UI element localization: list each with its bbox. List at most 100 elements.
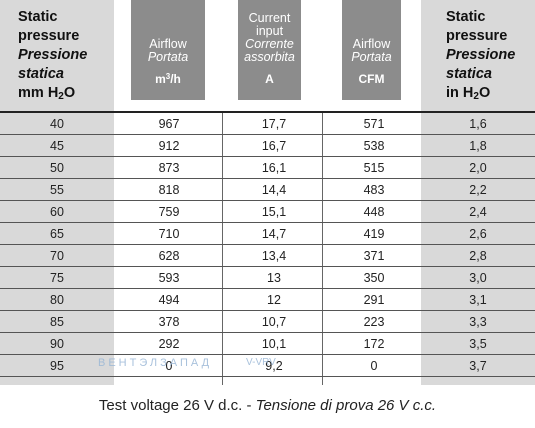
header-text-italic: assorbita bbox=[244, 50, 295, 64]
header-text-italic: statica bbox=[446, 66, 492, 82]
cell-static-pressure-mm: 95 bbox=[50, 359, 64, 373]
header-text: Airflow bbox=[149, 37, 187, 51]
cell-airflow-m3h: 0 bbox=[165, 359, 173, 373]
cell-static-pressure-mm: 90 bbox=[50, 337, 64, 351]
cell-current: 12 bbox=[267, 293, 281, 307]
header-text-italic: statica bbox=[18, 66, 64, 82]
cell-current: 15,1 bbox=[261, 205, 287, 219]
cell-static-pressure-mm: 40 bbox=[50, 117, 64, 131]
table-top-rule bbox=[0, 111, 535, 113]
cell-airflow-cfm: 515 bbox=[363, 161, 385, 175]
cell-static-pressure-mm: 70 bbox=[50, 249, 64, 263]
header-text: Airflow bbox=[352, 37, 391, 51]
header-unit: CFM bbox=[358, 72, 385, 86]
cell-airflow-m3h: 593 bbox=[158, 271, 180, 285]
header-static-pressure-mm: Static pressure Pressione statica mm H2O bbox=[18, 8, 114, 103]
table-row: 50 873 16,1 515 2,0 bbox=[0, 157, 535, 179]
table-row: 55 818 14,4 483 2,2 bbox=[0, 179, 535, 201]
header-unit: mm H2O bbox=[18, 85, 76, 102]
cell-airflow-m3h: 494 bbox=[158, 293, 180, 307]
cell-airflow-m3h: 818 bbox=[158, 183, 180, 197]
cell-airflow-cfm: 448 bbox=[363, 205, 385, 219]
header-text: input bbox=[255, 24, 284, 38]
header-text-italic: Pressione bbox=[18, 47, 88, 63]
cell-current: 10,7 bbox=[261, 315, 287, 329]
cell-static-pressure-in: 3,7 bbox=[469, 359, 487, 373]
cell-airflow-cfm: 291 bbox=[363, 293, 385, 307]
header-text: Static bbox=[446, 9, 486, 25]
cell-static-pressure-mm: 60 bbox=[50, 205, 64, 219]
header-text: Static bbox=[18, 9, 58, 25]
cell-static-pressure-in: 3,0 bbox=[469, 271, 487, 285]
cell-airflow-m3h: 912 bbox=[158, 139, 180, 153]
cell-current: 13 bbox=[267, 271, 281, 285]
cell-airflow-cfm: 350 bbox=[363, 271, 385, 285]
cell-static-pressure-in: 3,5 bbox=[469, 337, 487, 351]
cell-airflow-m3h: 710 bbox=[158, 227, 180, 241]
cell-current: 17,7 bbox=[261, 117, 287, 131]
cell-current: 10,1 bbox=[261, 337, 287, 351]
header-text-italic: Pressione bbox=[446, 47, 516, 63]
cell-static-pressure-mm: 55 bbox=[50, 183, 64, 197]
header-text-italic: Corrente bbox=[245, 37, 294, 51]
header-unit: A bbox=[265, 72, 274, 86]
header-text: Current bbox=[248, 11, 291, 25]
cell-airflow-cfm: 223 bbox=[363, 315, 385, 329]
cell-airflow-cfm: 538 bbox=[363, 139, 385, 153]
cell-current: 14,7 bbox=[261, 227, 287, 241]
header-current-input: Current input Corrente assorbita A bbox=[238, 0, 301, 100]
table-row: 65 710 14,7 419 2,6 bbox=[0, 223, 535, 245]
cell-static-pressure-in: 2,2 bbox=[469, 183, 487, 197]
cell-static-pressure-in: 2,4 bbox=[469, 205, 487, 219]
cell-airflow-cfm: 172 bbox=[363, 337, 385, 351]
header-unit: in H2O bbox=[446, 85, 491, 102]
table-row-last: 95 0 9,2 0 3,7 bbox=[0, 355, 535, 377]
cell-airflow-m3h: 759 bbox=[158, 205, 180, 219]
header-unit: m3/h bbox=[155, 72, 181, 86]
cell-current: 16,7 bbox=[261, 139, 287, 153]
cell-airflow-m3h: 967 bbox=[158, 117, 180, 131]
header-text-italic: Portata bbox=[351, 50, 392, 64]
footer-text: Test voltage 26 V d.c. - bbox=[98, 397, 256, 414]
table-row: 80 494 12 291 3,1 bbox=[0, 289, 535, 311]
cell-airflow-m3h: 628 bbox=[158, 249, 180, 263]
cell-current: 9,2 bbox=[265, 359, 283, 373]
table-row: 90 292 10,1 172 3,5 bbox=[0, 333, 535, 355]
header-text: pressure bbox=[446, 28, 508, 44]
cell-airflow-cfm: 0 bbox=[370, 359, 378, 373]
cell-current: 13,4 bbox=[261, 249, 287, 263]
cell-airflow-m3h: 873 bbox=[158, 161, 180, 175]
table-row: 70 628 13,4 371 2,8 bbox=[0, 245, 535, 267]
cell-airflow-cfm: 419 bbox=[363, 227, 385, 241]
cell-current: 14,4 bbox=[261, 183, 287, 197]
cell-airflow-cfm: 571 bbox=[363, 117, 385, 131]
header-text-italic: Portata bbox=[147, 50, 189, 64]
shaded-column-right bbox=[421, 0, 535, 385]
cell-static-pressure-in: 1,6 bbox=[469, 117, 487, 131]
cell-static-pressure-in: 3,1 bbox=[469, 293, 487, 307]
footer-text-italic: Tensione di prova 26 V c.c. bbox=[255, 397, 437, 414]
table-row: 75 593 13 350 3,0 bbox=[0, 267, 535, 289]
cell-static-pressure-in: 1,8 bbox=[469, 139, 487, 153]
cell-static-pressure-mm: 80 bbox=[50, 293, 64, 307]
header-static-pressure-in: Static pressure Pressione statica in H2O bbox=[446, 8, 535, 103]
header-text: pressure bbox=[18, 28, 80, 44]
cell-static-pressure-in: 2,8 bbox=[469, 249, 487, 263]
table-row: 40 967 17,7 571 1,6 bbox=[0, 113, 535, 135]
cell-static-pressure-mm: 65 bbox=[50, 227, 64, 241]
cell-airflow-m3h: 378 bbox=[158, 315, 180, 329]
table-row: 45 912 16,7 538 1,8 bbox=[0, 135, 535, 157]
cell-static-pressure-in: 2,0 bbox=[469, 161, 487, 175]
footer-test-voltage: Test voltage 26 V d.c. - Tensione di pro… bbox=[0, 397, 535, 414]
cell-airflow-m3h: 292 bbox=[158, 337, 180, 351]
watermark-text-secondary: V-VRV bbox=[246, 357, 276, 368]
cell-static-pressure-mm: 85 bbox=[50, 315, 64, 329]
cell-static-pressure-mm: 50 bbox=[50, 161, 64, 175]
header-airflow-cfm: Airflow Portata CFM bbox=[342, 0, 401, 100]
watermark-text: ВЕНТЭЛЗАПАД bbox=[98, 357, 213, 369]
cell-static-pressure-mm: 75 bbox=[50, 271, 64, 285]
header-airflow-m3h: Airflow Portata m3/h bbox=[131, 0, 205, 100]
cell-static-pressure-in: 2,6 bbox=[469, 227, 487, 241]
table-row: 85 378 10,7 223 3,3 bbox=[0, 311, 535, 333]
